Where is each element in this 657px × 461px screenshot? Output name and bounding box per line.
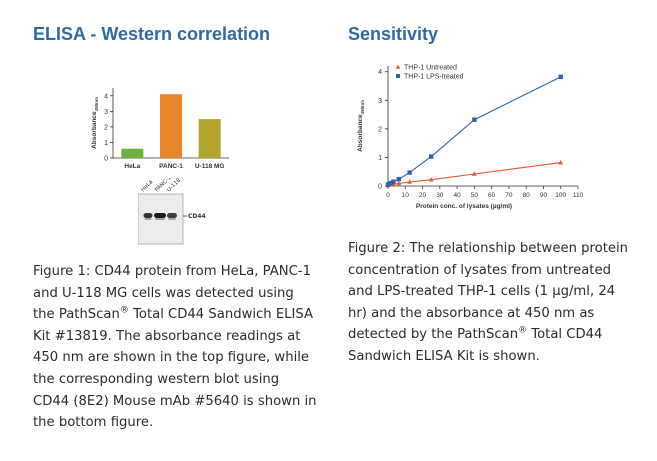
point-thp-1-untreated [428, 177, 434, 182]
line-x-tick-label: 100 [555, 192, 566, 199]
blot-lane-label: HeLa [140, 179, 154, 193]
point-thp-1-untreated [558, 159, 564, 165]
sensitivity-heading: Sensitivity [348, 24, 439, 44]
blot-band-tail [144, 218, 152, 220]
blot-band [154, 213, 166, 218]
blot-membrane [138, 193, 184, 245]
line-x-tick-label: 70 [505, 192, 513, 199]
point-thp-1-lps-treated [385, 182, 391, 187]
legend-label-thp-1-untreated: THP-1 Untreated [404, 65, 457, 72]
bar-y-axis-label: Absorbance450nm [91, 97, 99, 149]
line-y-axis-label-subscript: 450nm [360, 100, 365, 114]
bar-hela [121, 148, 144, 158]
bar-y-axis-label-subscript: 450nm [94, 97, 99, 111]
point-thp-1-lps-treated [396, 176, 401, 182]
line-y-tick-label: 0 [378, 184, 382, 191]
point-thp-1-lps-treated [428, 154, 434, 159]
bar-y-tick-label: 3 [104, 109, 108, 116]
point-thp-1-lps-treated [391, 179, 396, 184]
line-y-axis-label: Absorbance450nm [357, 100, 365, 152]
bar-y-tick-label: 0 [104, 156, 108, 163]
line-x-tick-label: 50 [471, 192, 479, 199]
legend-label-thp-1-lps-treated: THP-1 LPS-treated [404, 74, 464, 81]
line-x-tick-label: 20 [419, 192, 427, 199]
point-thp-1-untreated [471, 171, 477, 176]
line-y-tick-label: 2 [378, 126, 382, 133]
line-x-tick-label: 60 [488, 192, 496, 199]
blot-band-label: CD44 [188, 213, 206, 220]
elisa-bar-chart: 0 1 2 3 4 Absorbance450nm HeLa PANC-1 U-118 MG [91, 88, 229, 170]
line-x-tick-label: 80 [523, 192, 531, 199]
point-thp-1-lps-treated [388, 180, 393, 186]
line-x-tick-label: 0 [386, 192, 390, 199]
line-x-tick-label: 110 [573, 192, 584, 199]
blot-band-tail [168, 218, 176, 220]
bar-u-118-mg [198, 119, 221, 158]
line-x-tick-label: 10 [402, 192, 410, 199]
bar-y-tick-label: 4 [104, 93, 108, 100]
blot-band [143, 213, 153, 218]
line-y-tick-label: 3 [378, 98, 382, 105]
bar-category-label: PANC-1 [159, 163, 183, 170]
line-x-axis-label: Protein conc. of lysates (µg/ml) [416, 203, 512, 210]
legend-marker-thp-1-untreated [395, 64, 401, 69]
point-thp-1-lps-treated [407, 170, 412, 175]
legend-marker-thp-1-lps-treated [396, 74, 400, 78]
bar-panc-1 [160, 94, 182, 158]
point-thp-1-lps-treated [558, 74, 563, 80]
line-x-tick-label: 90 [540, 192, 548, 199]
figure-1-caption: Figure 1: CD44 protein from HeLa, PANC-1… [33, 264, 317, 431]
blot-band-tail [155, 218, 165, 220]
line-y-tick-label: 1 [378, 155, 382, 162]
bar-category-label: U-118 MG [195, 163, 225, 170]
figure-2-caption: Figure 2: The relationship between prote… [348, 241, 629, 364]
bar-y-tick-label: 1 [104, 140, 108, 147]
blot-band [167, 213, 177, 218]
bar-category-label: HeLa [124, 163, 140, 170]
point-thp-1-untreated [407, 179, 412, 184]
line-x-tick-label: 40 [453, 192, 461, 199]
bar-y-tick-label: 2 [104, 124, 108, 131]
series-line-thp-1-lps-treated [387, 76, 561, 186]
line-x-tick-label: 30 [436, 192, 444, 199]
point-thp-1-untreated [396, 180, 402, 186]
line-y-tick-label: 4 [378, 69, 382, 76]
point-thp-1-lps-treated [472, 117, 477, 122]
elisa-western-heading: ELISA - Western correlation [33, 24, 271, 44]
